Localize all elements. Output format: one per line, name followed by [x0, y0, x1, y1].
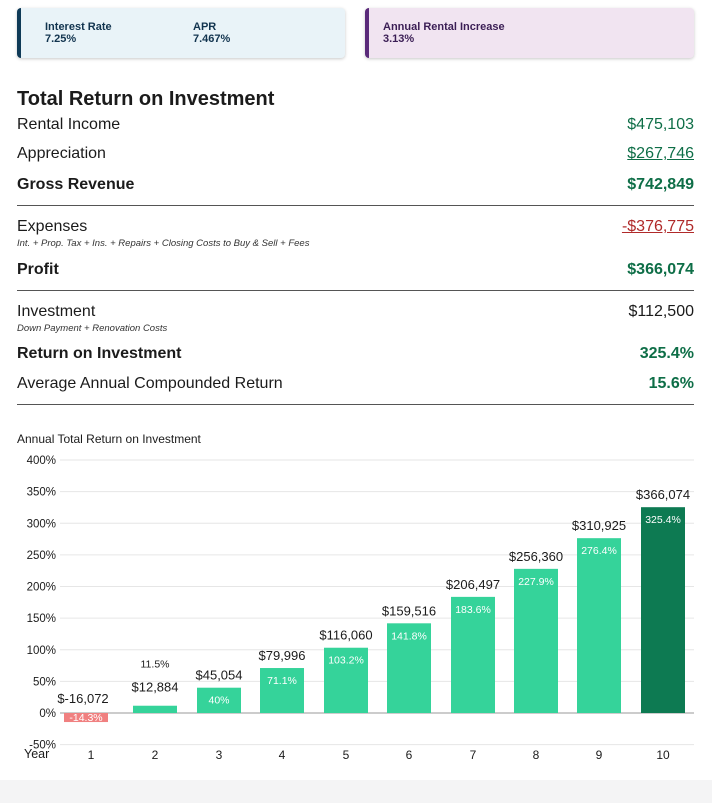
- appreciation-label: Appreciation: [17, 145, 106, 162]
- bar-dollar-label: $256,360: [509, 549, 563, 564]
- x-tick-label: 2: [152, 748, 159, 762]
- y-tick-label: 0%: [39, 708, 56, 720]
- profit-label: Profit: [17, 261, 59, 278]
- divider: [17, 205, 694, 206]
- rental-income-label: Rental Income: [17, 116, 121, 133]
- rental-increase-stat: Annual Rental Increase 3.13%: [383, 21, 505, 45]
- bar-percent-label: 103.2%: [328, 655, 364, 667]
- bar-percent-label: 71.1%: [267, 675, 297, 687]
- expenses-subtitle: Int. + Prop. Tax + Ins. + Repairs + Clos…: [17, 238, 310, 249]
- interest-rate-stat: Interest Rate 7.25%: [45, 21, 112, 45]
- bar-dollar-label: $159,516: [382, 603, 436, 618]
- y-tick-label: 300%: [27, 518, 56, 530]
- bar-percent-label: -14.3%: [69, 712, 102, 724]
- bar-year-6: [387, 623, 431, 713]
- bar-dollar-label: $206,497: [446, 577, 500, 592]
- bar-dollar-label: $45,054: [196, 668, 243, 683]
- x-tick-label: 8: [533, 748, 540, 762]
- appreciation-value-link[interactable]: $267,746: [627, 145, 694, 162]
- rate-card: Interest Rate 7.25% APR 7.467%: [17, 8, 345, 58]
- bar-percent-label: 227.9%: [518, 576, 554, 588]
- apr-stat: APR 7.467%: [193, 21, 230, 45]
- y-tick-label: -50%: [29, 740, 56, 752]
- bar-percent-label: 325.4%: [645, 514, 681, 526]
- profit-value: $366,074: [627, 261, 694, 278]
- investment-value: $112,500: [628, 303, 694, 320]
- x-tick-label: 6: [406, 748, 413, 762]
- investment-label: Investment: [17, 303, 96, 320]
- divider: [17, 404, 694, 405]
- rental-increase-card: Annual Rental Increase 3.13%: [365, 8, 694, 58]
- bar-year-7: [451, 596, 495, 713]
- bar-percent-label: 141.8%: [391, 630, 427, 642]
- x-tick-label: 4: [279, 748, 286, 762]
- rental-increase-label: Annual Rental Increase: [383, 21, 505, 33]
- y-tick-label: 100%: [27, 645, 56, 657]
- page-footer-band: [0, 780, 712, 803]
- x-tick-label: 7: [470, 748, 477, 762]
- gross-revenue-value: $742,849: [627, 176, 694, 193]
- bar-year-3: [197, 687, 241, 713]
- section-title: Total Return on Investment: [17, 88, 275, 110]
- expenses-value-link[interactable]: -$376,775: [621, 218, 694, 235]
- bar-year-9: [577, 538, 621, 713]
- apr-label: APR: [193, 21, 217, 33]
- apr-value: 7.467%: [193, 33, 231, 45]
- average-return-label: Average Annual Compounded Return: [17, 375, 283, 392]
- rental-income-value: $475,103: [627, 116, 694, 133]
- roi-value: 325.4%: [639, 345, 694, 362]
- expenses-label: Expenses: [17, 218, 88, 235]
- bar-dollar-label: $116,060: [319, 628, 372, 643]
- bar-year-5: [324, 647, 368, 713]
- y-tick-label: 50%: [33, 676, 56, 688]
- average-return-value: 15.6%: [648, 375, 694, 392]
- x-tick-label: 10: [656, 748, 670, 762]
- gross-revenue-label: Gross Revenue: [17, 176, 135, 193]
- y-tick-label: 150%: [27, 613, 56, 625]
- bar-dollar-label: $79,996: [259, 648, 306, 663]
- y-tick-label: 250%: [27, 550, 56, 562]
- rental-increase-value: 3.13%: [383, 33, 415, 45]
- y-tick-label: 400%: [27, 455, 56, 467]
- bar-percent-label: 11.5%: [141, 659, 170, 671]
- x-tick-label: 5: [343, 748, 350, 762]
- interest-rate-label: Interest Rate: [45, 21, 112, 33]
- divider: [17, 290, 694, 291]
- x-tick-label: 9: [596, 748, 603, 762]
- roi-label: Return on Investment: [17, 345, 182, 362]
- investment-subtitle: Down Payment + Renovation Costs: [17, 323, 168, 334]
- bar-year-2: [133, 705, 177, 713]
- interest-rate-value: 7.25%: [45, 33, 77, 45]
- bar-dollar-label: $12,884: [132, 680, 179, 695]
- bar-dollar-label: $310,925: [572, 518, 626, 533]
- bar-year-8: [514, 568, 558, 713]
- x-tick-label: 1: [88, 748, 95, 762]
- bar-dollar-label: $366,074: [636, 487, 690, 502]
- y-tick-label: 200%: [27, 582, 56, 594]
- roi-bar-chart: 400% 350% 300% 250% 200% 150% 100% 50% 0% -50%Yea…: [24, 455, 694, 762]
- bar-year-4: [260, 668, 304, 713]
- bar-year-10: [641, 507, 685, 713]
- bar-dollar-label: $-16,072: [57, 691, 108, 706]
- y-tick-label: 350%: [27, 487, 56, 499]
- bar-percent-label: 40%: [208, 695, 229, 707]
- x-tick-label: 3: [216, 748, 223, 762]
- x-axis-label: Year: [24, 747, 49, 761]
- bar-percent-label: 276.4%: [581, 545, 617, 557]
- bar-year-1: [64, 713, 108, 723]
- bar-percent-label: 183.6%: [455, 604, 491, 616]
- chart-title: Annual Total Return on Investment: [17, 432, 201, 446]
